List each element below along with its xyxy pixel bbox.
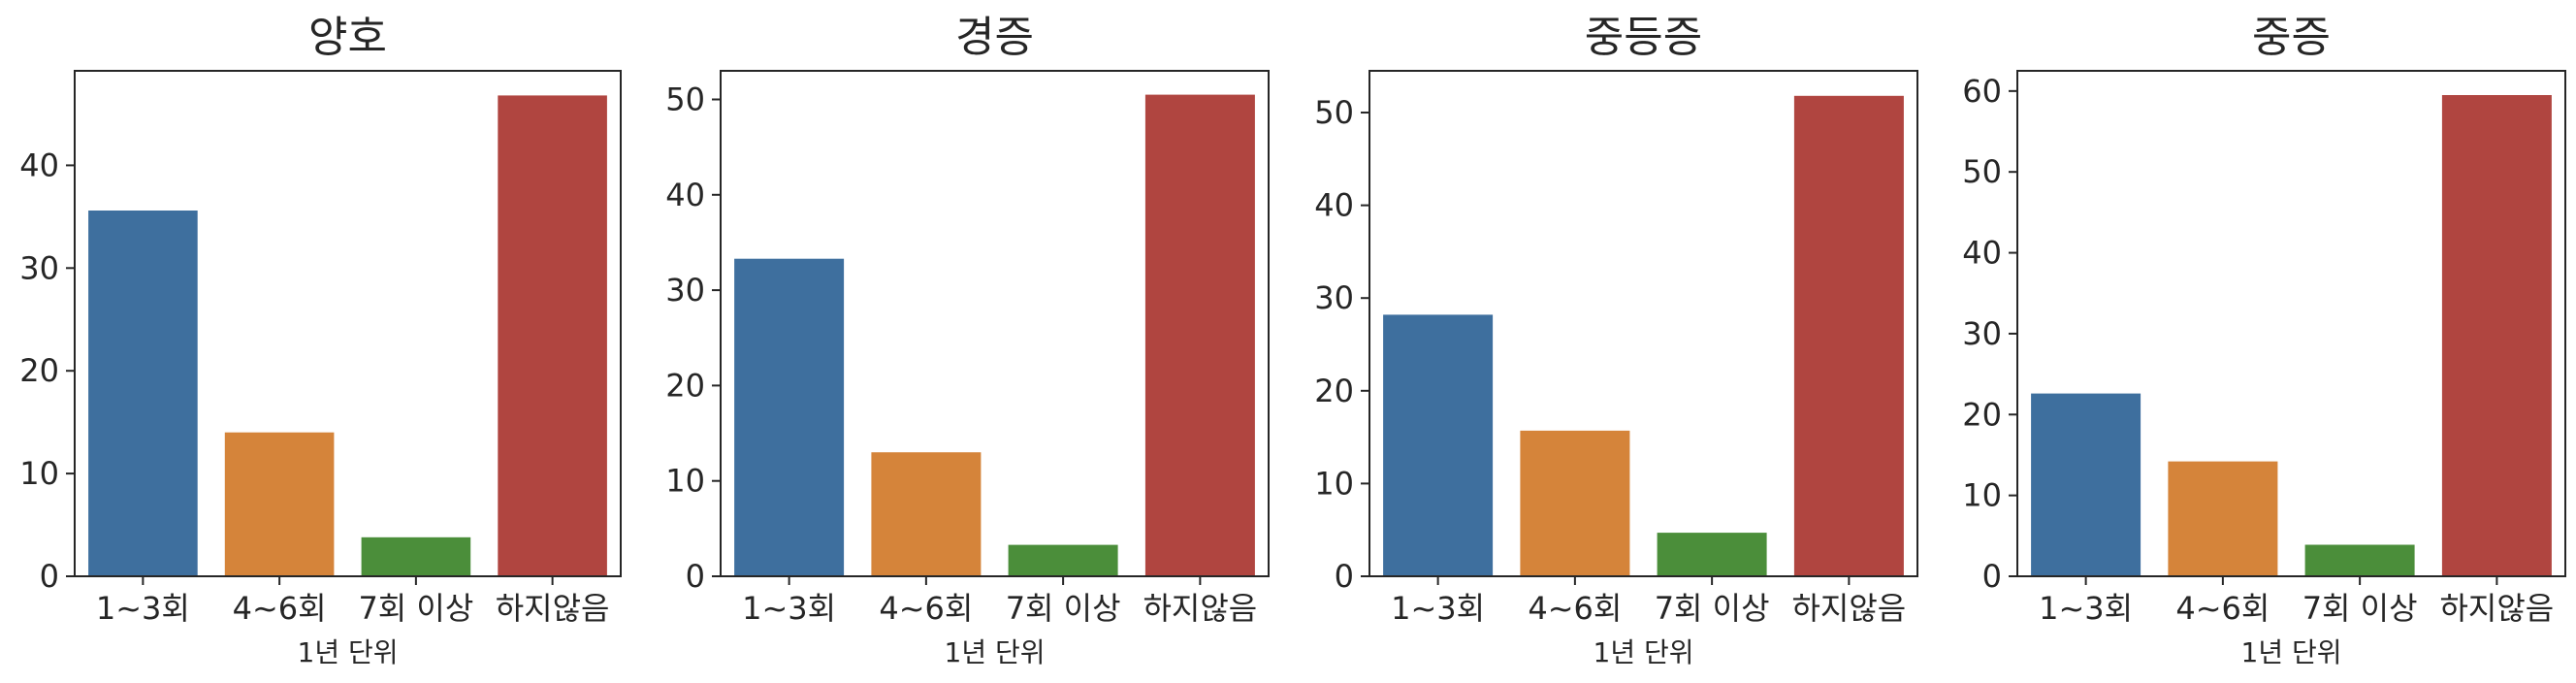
y-tick-label: 50: [1962, 153, 2002, 190]
y-tick-label: 40: [1314, 187, 1354, 224]
x-axis-label: 1년 단위: [945, 636, 1046, 668]
chart-title: 경증: [955, 13, 1034, 62]
x-tick-label: 1~3회: [742, 590, 836, 627]
plot-frame-2: [720, 70, 1270, 577]
y-tick-label: 0: [40, 558, 59, 595]
x-axis-label: 1년 단위: [1594, 636, 1694, 668]
bar-3-3: [1657, 533, 1767, 576]
bar-4-2: [2168, 461, 2278, 576]
x-tick-label: 하지않음: [1791, 590, 1906, 627]
x-tick-label: 1~3회: [96, 590, 190, 627]
x-tick-label: 4~6회: [2175, 590, 2270, 627]
chart-panel-2: 0 10 20 30 40 50 1~3회 4~6회 7회 이상 하지않음 경증 1년 단위: [665, 13, 1270, 668]
bar-2-3: [1008, 544, 1118, 576]
y-tick-label: 50: [1314, 94, 1354, 131]
plot-frame-4: [2016, 70, 2566, 577]
bar-2-2: [871, 452, 982, 576]
x-tick-label: 1~3회: [1391, 590, 1485, 627]
y-tick-label: 0: [1982, 558, 2002, 595]
y-tick-label: 40: [1962, 235, 2002, 272]
y-tick-label: 30: [1314, 279, 1354, 316]
y-tick-label: 10: [665, 463, 705, 500]
y-tick-label: 10: [1962, 477, 2002, 514]
bar-2-4: [1144, 94, 1255, 576]
bar-4-3: [2304, 544, 2415, 576]
y-tick-label: 10: [1314, 465, 1354, 502]
x-axis-label: 1년 단위: [298, 636, 399, 668]
x-tick-label: 7회 이상: [1006, 590, 1121, 627]
x-tick-label: 하지않음: [496, 590, 610, 627]
x-tick-label: 4~6회: [1528, 590, 1622, 627]
bar-4-4: [2441, 95, 2552, 576]
plot-frame-3: [1368, 70, 1918, 577]
bar-1-2: [224, 432, 335, 576]
x-tick-label: 7회 이상: [358, 590, 473, 627]
y-tick-label: 50: [665, 81, 705, 117]
x-tick-label: 4~6회: [879, 590, 973, 627]
chart-panel-4: 0 10 20 30 40 50 60 1~3회 4~6회 7회 이상 하지않음 중증 1년 단위: [1962, 13, 2566, 668]
x-tick-label: 4~6회: [233, 590, 327, 627]
x-tick-label: 하지않음: [1143, 590, 1257, 627]
bar-3-2: [1520, 430, 1630, 576]
chart-title: 중등증: [1585, 13, 1702, 62]
y-tick-label: 10: [19, 455, 59, 492]
chart-panel-1: 0 10 20 30 40 1~3회 4~6회 7회 이상 하지않음 양호 1년 단위: [19, 13, 622, 668]
x-tick-label: 7회 이상: [1655, 590, 1770, 627]
y-tick-label: 20: [19, 352, 59, 389]
x-tick-label: 7회 이상: [2302, 590, 2418, 627]
x-tick-label: 1~3회: [2039, 590, 2133, 627]
y-tick-label: 60: [1962, 73, 2002, 110]
y-tick-label: 20: [1962, 396, 2002, 433]
x-axis-label: 1년 단위: [2241, 636, 2342, 668]
y-tick-label: 30: [665, 272, 705, 309]
chart-panel-3: 0 10 20 30 40 50 1~3회 4~6회 7회 이상 하지않음 중등증 1년 단위: [1314, 13, 1918, 668]
bar-4-1: [2031, 393, 2141, 576]
bar-1-3: [361, 537, 471, 576]
bar-2-1: [734, 258, 845, 576]
y-tick-label: 20: [665, 367, 705, 404]
bar-3-4: [1793, 95, 1904, 577]
y-tick-label: 40: [19, 146, 59, 183]
y-tick-label: 30: [1962, 315, 2002, 352]
plot-frame-1: [74, 70, 622, 577]
chart-title: 중증: [2252, 13, 2331, 62]
y-tick-label: 0: [1335, 558, 1354, 595]
y-tick-label: 20: [1314, 373, 1354, 409]
chart-title: 양호: [308, 13, 387, 62]
bar-1-4: [498, 95, 607, 577]
bar-1-1: [88, 211, 198, 576]
y-tick-label: 0: [686, 558, 705, 595]
bar-3-1: [1383, 314, 1494, 576]
y-tick-label: 40: [665, 177, 705, 213]
y-tick-label: 30: [19, 249, 59, 286]
x-tick-label: 하지않음: [2439, 590, 2554, 627]
